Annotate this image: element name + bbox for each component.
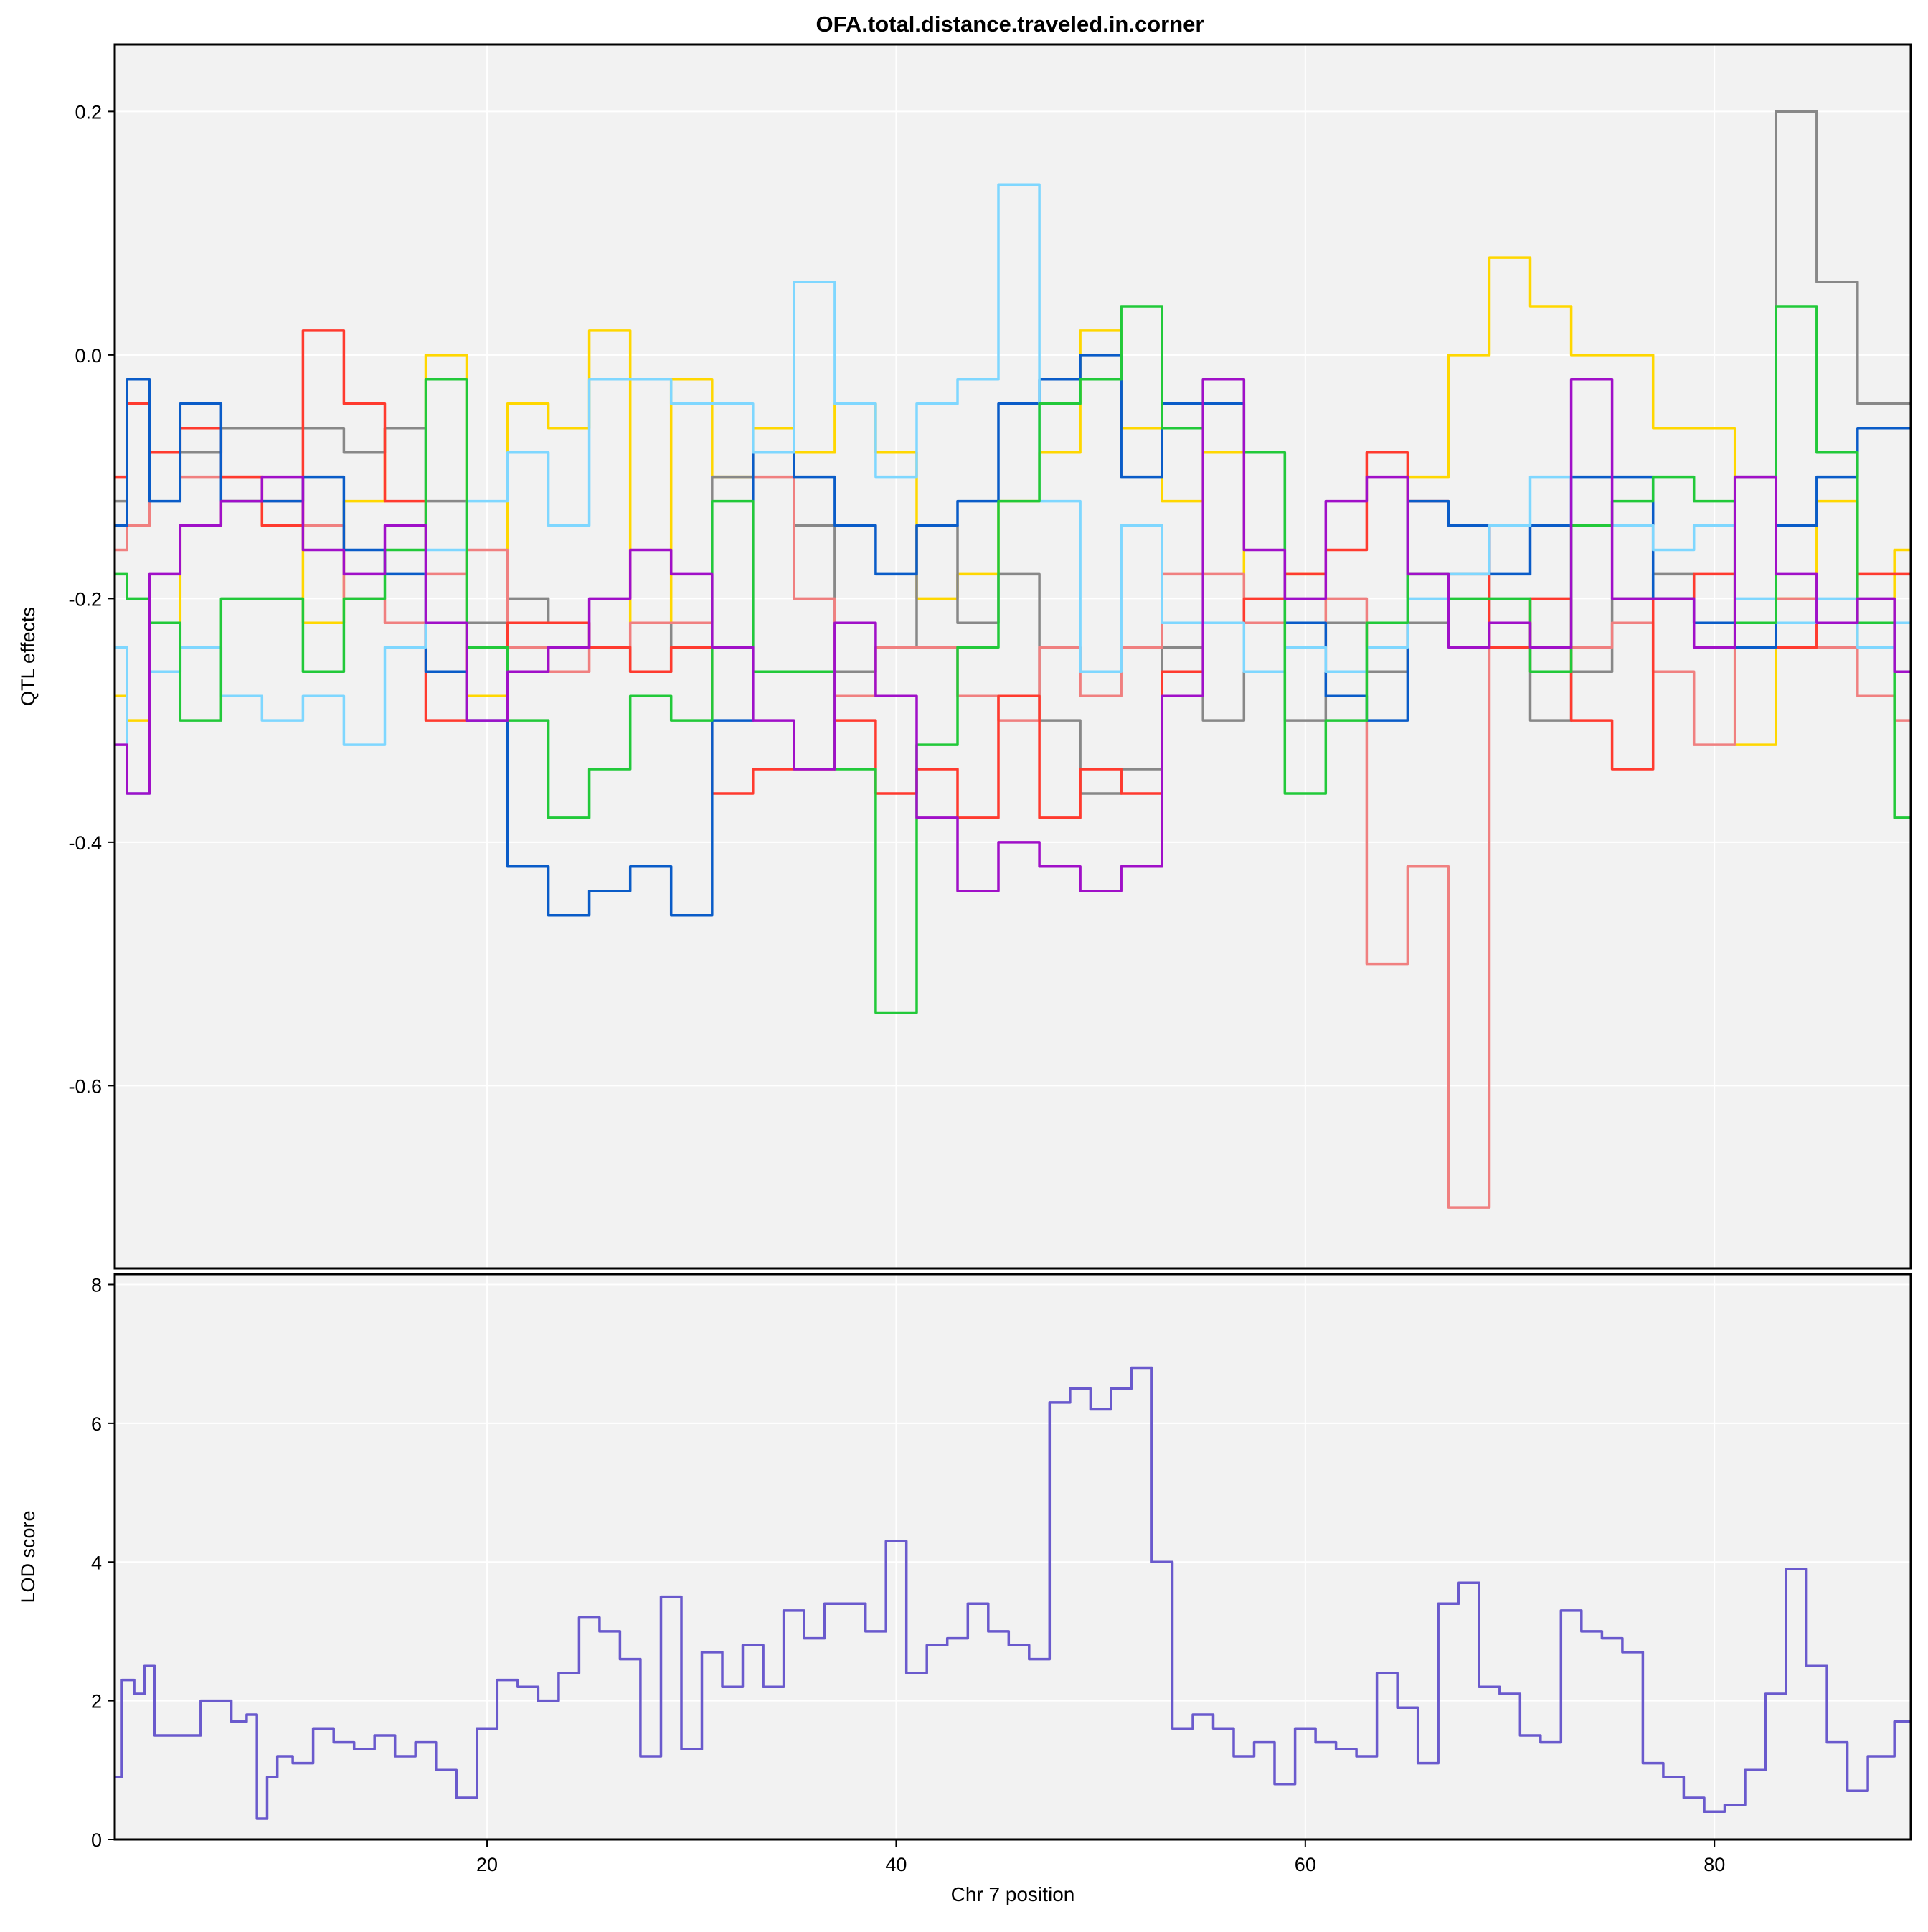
- lod-panel-background: [115, 1274, 1911, 1839]
- lod-panel: 0 2 4 6 8 20 40 60 80 LOD score: [17, 1273, 1912, 1875]
- chart-title: OFA.total.distance.traveled.in.corner: [816, 11, 1204, 37]
- y-tick-label: 4: [91, 1552, 102, 1573]
- effects-y-axis-label: QTL effects: [17, 607, 39, 706]
- x-tick-label: 20: [476, 1854, 498, 1875]
- y-tick-label: 6: [91, 1413, 102, 1435]
- effects-series-group: [115, 110, 1911, 1209]
- y-tick-label: 0: [91, 1829, 102, 1851]
- effect-series-line-5: [115, 183, 1911, 795]
- effect-series-line-2: [115, 451, 1911, 1209]
- x-tick-label: 40: [885, 1854, 907, 1875]
- x-tick-label: 60: [1295, 1854, 1316, 1875]
- y-tick-label: 0.0: [75, 345, 102, 367]
- lod-series-group: [115, 1366, 1911, 1820]
- x-axis-label: Chr 7 position: [951, 1883, 1075, 1905]
- y-tick-label: -0.6: [68, 1075, 102, 1097]
- lod-series-line: [115, 1366, 1911, 1820]
- effects-y-ticks: 0.2 0.0 -0.2 -0.4 -0.6: [68, 101, 115, 1097]
- y-tick-label: -0.4: [68, 832, 102, 854]
- x-ticks: 20 40 60 80: [476, 1839, 1725, 1875]
- y-tick-label: -0.2: [68, 588, 102, 610]
- y-tick-label: 8: [91, 1275, 102, 1296]
- effects-panel: 0.2 0.0 -0.2 -0.4 -0.6 QTL effects: [17, 43, 1912, 1270]
- effects-panel-frame: [113, 43, 1912, 1270]
- y-tick-label: 2: [91, 1691, 102, 1712]
- lod-panel-frame: [113, 1273, 1912, 1841]
- lod-y-ticks: 0 2 4 6 8: [91, 1275, 115, 1851]
- effect-series-line-3: [115, 329, 1911, 819]
- lod-y-axis-label: LOD score: [17, 1510, 39, 1603]
- x-tick-label: 80: [1703, 1854, 1725, 1875]
- effect-series-line-7: [115, 378, 1911, 892]
- y-tick-label: 0.2: [75, 101, 102, 123]
- effect-series-line-1: [115, 110, 1911, 795]
